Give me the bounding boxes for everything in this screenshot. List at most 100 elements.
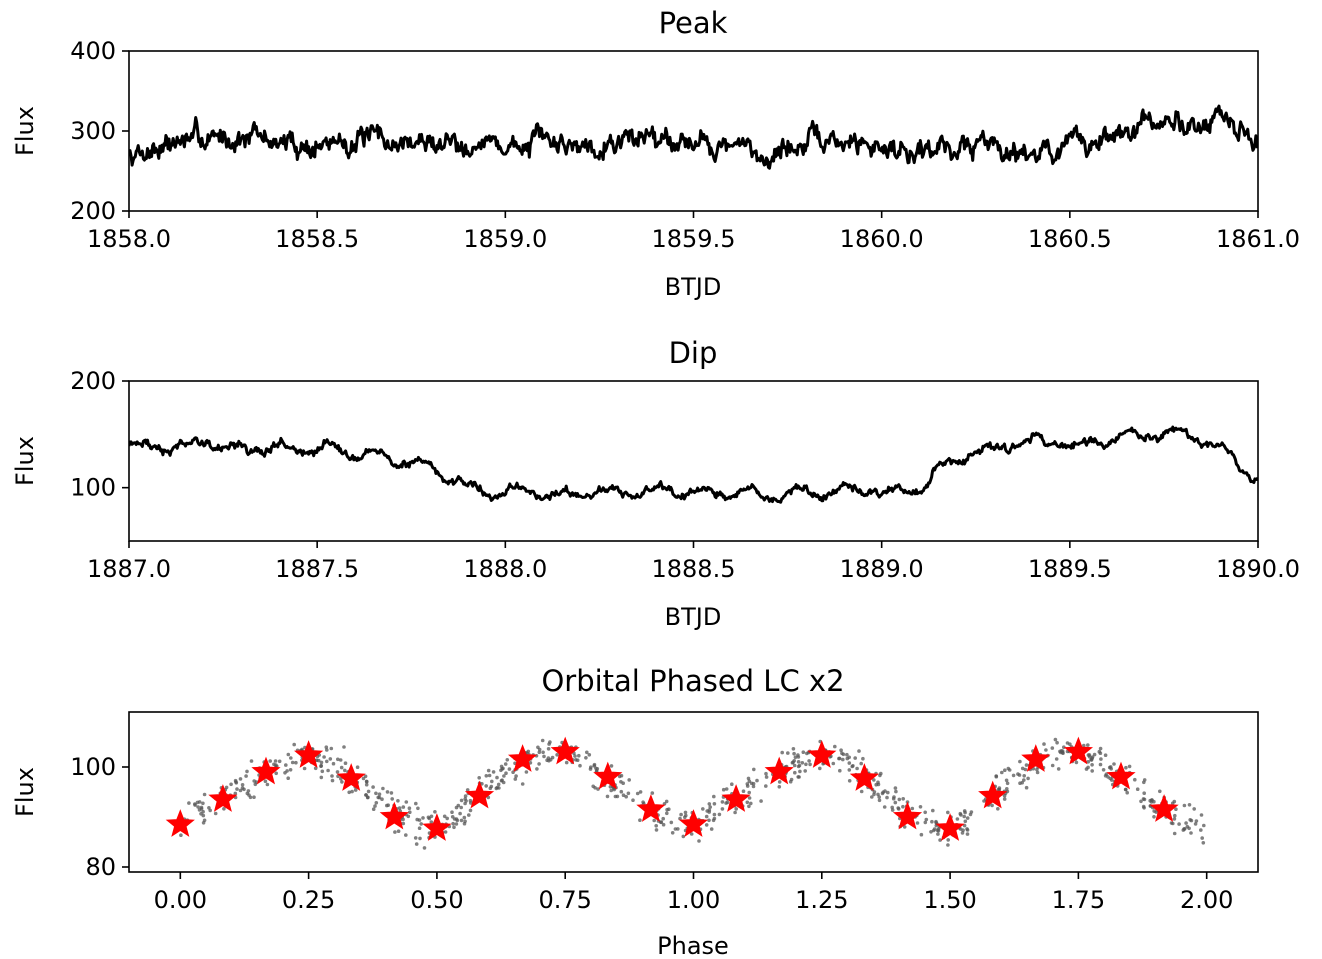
phased-data-point	[393, 830, 397, 834]
phased-data-point	[222, 807, 226, 811]
phased-data-point	[982, 799, 986, 803]
phased-data-point	[396, 829, 401, 833]
phased-data-point	[335, 770, 340, 774]
peak-y-ticks: 200 300 400	[70, 37, 129, 225]
phased-x-tick-label: 1.75	[1052, 886, 1105, 914]
peak-x-tick-label: 1859.0	[463, 225, 547, 253]
phased-data-point	[747, 779, 752, 783]
phased-data-point	[414, 842, 419, 846]
phased-data-point	[390, 797, 395, 801]
phased-data-point	[608, 785, 613, 789]
phased-data-point	[355, 765, 360, 769]
phased-data-point	[546, 747, 551, 751]
phased-data-point	[240, 783, 245, 787]
phased-data-point	[684, 813, 688, 818]
phased-data-point	[1026, 776, 1030, 781]
phased-data-point	[547, 742, 551, 746]
phased-data-point	[199, 812, 203, 816]
phased-data-point	[416, 806, 420, 811]
phased-data-point	[838, 768, 842, 773]
phased-x-tick-label: 0.50	[410, 886, 463, 914]
peak-x-ticks: 1858.0 1858.5 1859.0 1859.5 1860.0 1860.5 1861…	[87, 211, 1300, 253]
phased-data-point	[777, 780, 782, 784]
phased-data-point	[791, 760, 795, 764]
phased-data-point	[322, 755, 326, 759]
phased-data-point	[705, 809, 709, 813]
phased-data-point	[365, 779, 369, 784]
phased-data-point	[455, 818, 460, 823]
phased-data-point	[463, 794, 468, 798]
phased-data-point	[885, 795, 889, 800]
phased-data-point	[1011, 773, 1016, 778]
phased-data-point	[1059, 750, 1063, 755]
phased-data-point	[1200, 836, 1204, 840]
phased-data-point	[654, 828, 659, 832]
phased-data-point	[624, 794, 628, 799]
phased-data-point	[670, 831, 675, 835]
phased-data-point	[859, 761, 863, 766]
peak-y-axis-label: Flux	[11, 106, 39, 156]
phased-data-point	[465, 788, 470, 792]
phased-data-point	[1086, 765, 1090, 770]
phased-data-point	[1002, 793, 1007, 798]
phased-data-point	[958, 811, 963, 816]
phased-data-point	[893, 786, 898, 790]
phased-data-point	[488, 786, 493, 791]
phased-data-point	[196, 805, 200, 809]
phased-binned-star	[892, 801, 923, 830]
phased-data-point	[1127, 764, 1132, 769]
phased-data-point	[454, 805, 459, 810]
phased-data-point	[946, 810, 950, 815]
phased-data-point	[1016, 772, 1020, 776]
phased-data-point	[288, 768, 293, 772]
phased-data-point	[1024, 785, 1029, 790]
phased-binned-star	[507, 744, 538, 772]
phased-data-point	[595, 767, 600, 771]
phased-data-point	[1133, 777, 1137, 782]
phased-data-point	[1056, 767, 1061, 771]
phased-data-point	[201, 801, 205, 806]
phased-data-point	[591, 784, 595, 789]
phased-data-point	[1158, 789, 1162, 794]
phased-data-point	[462, 815, 467, 820]
phased-data-point	[1124, 787, 1128, 792]
phased-data-point	[238, 788, 243, 793]
phased-data-point	[385, 790, 390, 794]
phased-data-point	[901, 797, 905, 801]
phased-data-point	[1090, 763, 1094, 767]
phased-data-point	[857, 749, 861, 753]
phased-data-point	[417, 826, 422, 830]
phased-data-point	[338, 758, 343, 762]
phased-x-tick-label: 0.75	[538, 886, 591, 914]
phased-data-point	[213, 811, 218, 816]
phased-data-point	[804, 762, 808, 767]
phased-data-point	[621, 793, 626, 797]
phased-data-point	[540, 738, 545, 743]
phased-x-axis-label: Phase	[657, 932, 729, 959]
phased-data-point	[459, 798, 464, 803]
phased-data-point	[881, 790, 885, 794]
phased-data-point	[918, 805, 923, 809]
phased-data-point	[290, 760, 295, 765]
phased-data-point	[1201, 841, 1206, 845]
peak-title: Peak	[659, 6, 728, 40]
phased-data-point	[507, 767, 512, 771]
phased-data-point	[946, 843, 950, 847]
phased-data-point	[1139, 799, 1143, 804]
phased-binned-star	[1021, 744, 1051, 772]
phased-data-point	[938, 838, 942, 842]
phased-data-point	[709, 827, 714, 831]
phased-data-point	[499, 768, 503, 773]
peak-x-axis-label: BTJD	[665, 273, 722, 301]
phased-data-point	[841, 752, 846, 757]
phased-data-point	[486, 768, 491, 773]
dip-plot-area	[129, 425, 1258, 504]
phased-data-point	[376, 795, 381, 800]
phased-data-point	[1142, 778, 1147, 782]
phased-data-point	[689, 832, 694, 836]
phased-data-point	[404, 800, 409, 804]
phased-data-point	[197, 800, 202, 804]
phased-data-point	[233, 791, 238, 796]
phased-data-point	[931, 808, 935, 813]
phased-data-point	[997, 788, 1002, 792]
